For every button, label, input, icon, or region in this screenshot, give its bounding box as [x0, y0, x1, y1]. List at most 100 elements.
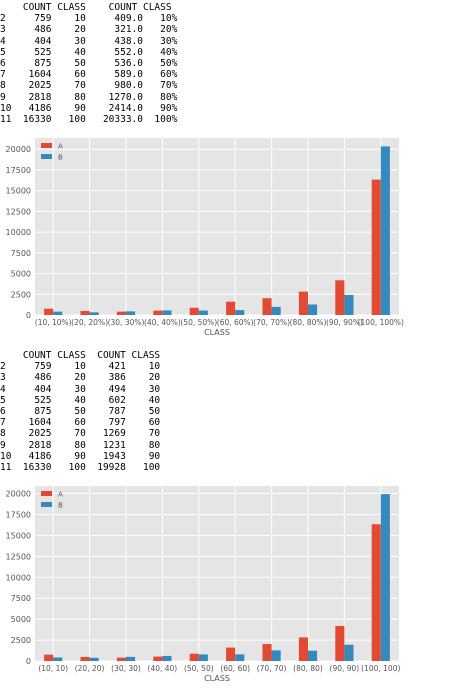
- table-row: 5 525 40 602 40: [0, 394, 161, 406]
- bar-b: [198, 310, 208, 315]
- bar-a: [189, 307, 199, 315]
- bar-b: [53, 311, 63, 315]
- y-tick-label: 17500: [6, 166, 31, 175]
- legend-label-b: B: [58, 154, 63, 162]
- bar-a: [371, 179, 381, 315]
- y-tick-label: 10000: [6, 573, 31, 582]
- table-row: 3 486 20 386 20: [0, 372, 161, 384]
- table-row: 5 525 40 552.0 40%: [0, 46, 178, 58]
- legend-label-a: A: [58, 491, 63, 499]
- y-tick-label: 20000: [6, 145, 31, 154]
- table-row: 9 2818 80 1270.0 80%: [0, 91, 178, 103]
- bar-a: [298, 637, 308, 661]
- table-row: 3 486 20 321.0 20%: [0, 24, 178, 36]
- legend-swatch-a: [41, 143, 52, 148]
- y-tick-label: 5000: [11, 615, 31, 624]
- x-tick-label: (50, 50%): [180, 318, 217, 327]
- x-tick-label: (70, 70%): [253, 318, 290, 327]
- y-tick-label: 15000: [6, 531, 31, 540]
- y-tick-label: 5000: [11, 270, 31, 279]
- bar-b: [380, 494, 390, 661]
- table-row: 10 4186 90 2414.0 90%: [0, 102, 178, 114]
- table-row: 4 404 30 438.0 30%: [0, 35, 178, 47]
- y-tick-label: 20000: [6, 490, 31, 499]
- bar-b: [271, 306, 281, 315]
- x-tick-label: (20, 20): [75, 664, 105, 673]
- x-tick-label: (40, 40%): [144, 318, 181, 327]
- table-header: COUNT CLASS COUNT CLASS: [22, 350, 161, 361]
- bar-a: [44, 654, 54, 661]
- bar-a: [335, 280, 345, 315]
- bar-a: [80, 310, 90, 315]
- x-tick-label: (100, 100%): [358, 318, 404, 327]
- bar-chart-1: 0 2500 5000 7500 10000 12500 15000 17500 20000 (1…: [6, 138, 404, 337]
- bar-a: [298, 291, 308, 315]
- x-tick-label: (40, 40): [148, 664, 178, 673]
- table-row: 7 1604 60 797 60: [0, 417, 161, 429]
- bar-a: [226, 647, 236, 661]
- y-tick-label: 0: [26, 657, 31, 666]
- bar-b: [235, 654, 245, 661]
- x-tick-label: (10, 10%): [35, 318, 72, 327]
- dataframe-output-2: COUNT CLASS COUNT CLASS 2 759 10 421 10 …: [0, 350, 160, 473]
- bar-a: [116, 311, 126, 315]
- bar-a: [116, 657, 126, 661]
- bar-b: [198, 654, 208, 661]
- y-tick-label: 15000: [6, 187, 31, 196]
- table-row: 6 875 50 787 50: [0, 406, 161, 418]
- table-row: 11 16330 100 19928 100: [0, 462, 161, 474]
- bar-b: [126, 656, 136, 661]
- bar-b: [308, 650, 318, 661]
- table-row: 8 2025 70 980.0 70%: [0, 80, 178, 92]
- bar-b: [344, 644, 354, 661]
- x-tick-label: (90, 90%): [326, 318, 363, 327]
- y-tick-label: 7500: [11, 594, 31, 603]
- bar-b: [235, 310, 245, 315]
- y-tick-label: 0: [26, 311, 31, 320]
- legend-swatch-b: [41, 502, 52, 507]
- y-tick-label: 2500: [11, 290, 31, 299]
- legend-swatch-a: [41, 491, 52, 496]
- bar-a: [80, 656, 90, 661]
- bar-b: [308, 304, 318, 315]
- bar-a: [262, 644, 272, 661]
- x-tick-label: (60, 60%): [217, 318, 254, 327]
- bar-a: [371, 524, 381, 661]
- x-tick-label: (80, 80): [293, 664, 323, 673]
- bar-a: [153, 656, 163, 661]
- dataframe-output-1: COUNT CLASS COUNT CLASS 2 759 10 409.0 1…: [0, 2, 177, 125]
- x-tick-label: (50, 50): [184, 664, 214, 673]
- bar-a: [262, 298, 272, 315]
- table-row: 6 875 50 536.0 50%: [0, 58, 178, 70]
- bar-b: [89, 657, 99, 661]
- x-tick-label: (70, 70): [257, 664, 287, 673]
- bar-a: [226, 301, 236, 315]
- y-tick-label: 17500: [6, 510, 31, 519]
- table-row: 11 16330 100 20333.0 100%: [0, 114, 178, 126]
- y-tick-label: 12500: [6, 207, 31, 216]
- x-tick-label: (30, 30%): [108, 318, 145, 327]
- table-row: 9 2818 80 1231 80: [0, 439, 161, 451]
- x-tick-label: (80, 80%): [290, 318, 327, 327]
- bar-a: [189, 653, 199, 661]
- x-axis-label: CLASS: [204, 328, 230, 337]
- y-tick-label: 2500: [11, 636, 31, 645]
- x-tick-label: (60, 60): [220, 664, 250, 673]
- y-tick-label: 12500: [6, 552, 31, 561]
- bar-chart-2: 0 2500 5000 7500 10000 12500 15000 17500 20000 (1…: [6, 486, 400, 683]
- table-row: 8 2025 70 1269 70: [0, 428, 161, 440]
- legend-label-b: B: [58, 502, 63, 510]
- y-tick-label: 10000: [6, 228, 31, 237]
- bar-a: [44, 308, 54, 315]
- legend-label-a: A: [58, 143, 63, 151]
- bar-b: [162, 655, 172, 661]
- table-row: 4 404 30 494 30: [0, 383, 161, 395]
- table-header: COUNT CLASS COUNT CLASS: [22, 2, 172, 13]
- legend-swatch-b: [41, 154, 52, 159]
- x-tick-label: (90, 90): [330, 664, 360, 673]
- table-row: 10 4186 90 1943 90: [0, 450, 161, 462]
- x-tick-label: (10, 10): [38, 664, 68, 673]
- bar-a: [335, 625, 345, 661]
- table-row: 7 1604 60 589.0 60%: [0, 69, 178, 81]
- bar-b: [344, 294, 354, 315]
